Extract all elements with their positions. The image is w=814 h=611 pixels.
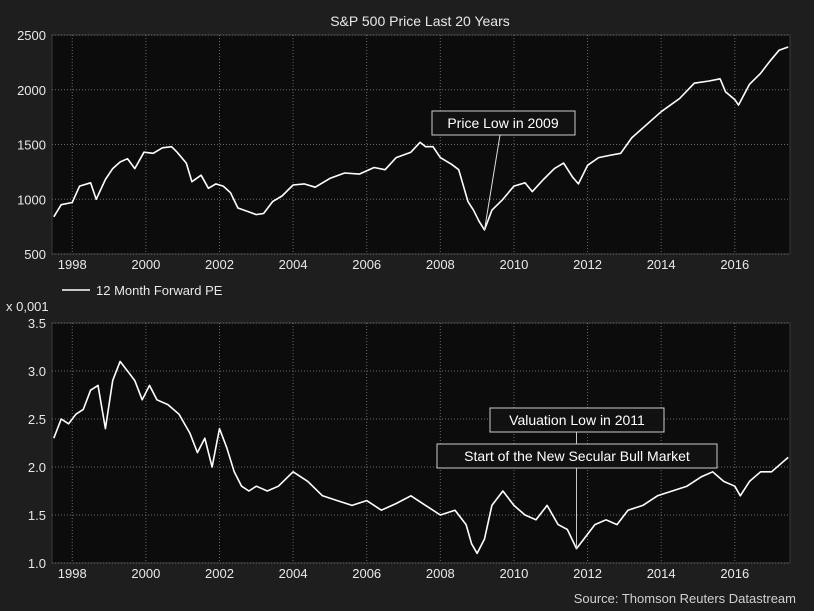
pe-y-tick-label: 1.5	[28, 508, 46, 523]
pe-x-tick-label: 2008	[426, 566, 455, 581]
pe-series-line	[53, 360, 789, 555]
pe-y-tick-label: 1.0	[28, 556, 46, 571]
valuation-low-annotation: Valuation Low in 2011	[509, 412, 645, 428]
pe-x-tick-label: 2006	[352, 566, 381, 581]
source-label: Source: Thomson Reuters Datastream	[574, 591, 796, 606]
price-y-tick-label: 2500	[17, 28, 46, 43]
price-series-line	[53, 46, 789, 231]
pe-x-tick-label: 2012	[573, 566, 602, 581]
y-multiplier-label: x 0,001	[6, 299, 49, 314]
price-y-tick-label: 1000	[17, 192, 46, 207]
price-gridlines	[52, 34, 790, 255]
chart-title: S&P 500 Price Last 20 Years	[330, 13, 510, 29]
valuation-low-annotation-box	[489, 407, 665, 433]
price-x-tick-label: 2004	[279, 257, 308, 272]
price-y-axis: 500 1000 1500 2000 2500	[17, 28, 46, 262]
price-x-tick-label: 2002	[205, 257, 234, 272]
pe-plot-area	[51, 322, 791, 564]
pe-x-tick-label: 2014	[647, 566, 676, 581]
price-x-tick-label: 2000	[131, 257, 160, 272]
pe-x-axis: 1998 2000 2002 2004 2006 2008 2010 2012 2014 2016	[58, 566, 749, 581]
price-low-annotation-pointer	[484, 134, 501, 230]
price-x-tick-label: 1998	[58, 257, 87, 272]
price-low-annotation-box	[431, 110, 576, 136]
pe-y-axis: 1.0 1.5 2.0 2.5 3.0 3.5	[28, 316, 46, 571]
price-x-axis: 1998 2000 2002 2004 2006 2008 2010 2012 2014 2016	[58, 257, 749, 272]
legend-label: 12 Month Forward PE	[96, 283, 223, 298]
pe-y-tick-label: 3.0	[28, 364, 46, 379]
bull-market-annotation: Start of the New Secular Bull Market	[464, 448, 690, 464]
bull-market-annotation-box	[436, 443, 718, 469]
pe-x-tick-label: 2004	[279, 566, 308, 581]
pe-x-tick-label: 2010	[499, 566, 528, 581]
price-x-tick-label: 2014	[647, 257, 676, 272]
price-x-tick-label: 2006	[352, 257, 381, 272]
price-x-tick-label: 2010	[499, 257, 528, 272]
price-y-tick-label: 1500	[17, 138, 46, 153]
pe-x-tick-label: 2016	[720, 566, 749, 581]
pe-x-tick-label: 2000	[131, 566, 160, 581]
price-low-annotation: Price Low in 2009	[447, 115, 559, 131]
pe-y-tick-label: 2.5	[28, 412, 46, 427]
price-x-tick-label: 2008	[426, 257, 455, 272]
price-y-tick-label: 500	[24, 247, 46, 262]
pe-y-tick-label: 2.0	[28, 460, 46, 475]
price-y-tick-label: 2000	[17, 83, 46, 98]
pe-x-tick-label: 2002	[205, 566, 234, 581]
pe-y-tick-label: 3.5	[28, 316, 46, 331]
pe-x-tick-label: 1998	[58, 566, 87, 581]
price-x-tick-label: 2012	[573, 257, 602, 272]
price-x-tick-label: 2016	[720, 257, 749, 272]
